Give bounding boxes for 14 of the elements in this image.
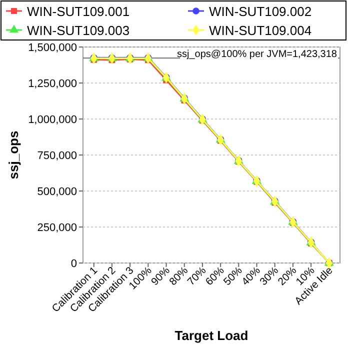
y-tick-label: 0: [70, 258, 77, 270]
y-axis-title: ssj_ops: [6, 130, 21, 180]
x-axis-title: Target Load: [174, 328, 248, 343]
legend-label: WIN-SUT109.002: [209, 4, 312, 19]
y-tick-label: 1,250,000: [28, 78, 77, 90]
y-tick-label: 1,500,000: [28, 42, 77, 54]
legend-label: WIN-SUT109.003: [27, 23, 130, 38]
legend-label: WIN-SUT109.004: [209, 23, 312, 38]
y-tick-label: 1,000,000: [28, 114, 77, 126]
y-tick-label: 250,000: [37, 222, 77, 234]
ref-line-label: ssj_ops@100% per JVM=1,423,318: [177, 49, 338, 60]
y-tick-label: 500,000: [37, 186, 77, 198]
y-tick-label: 750,000: [37, 150, 77, 162]
legend-label: WIN-SUT109.001: [27, 4, 130, 19]
